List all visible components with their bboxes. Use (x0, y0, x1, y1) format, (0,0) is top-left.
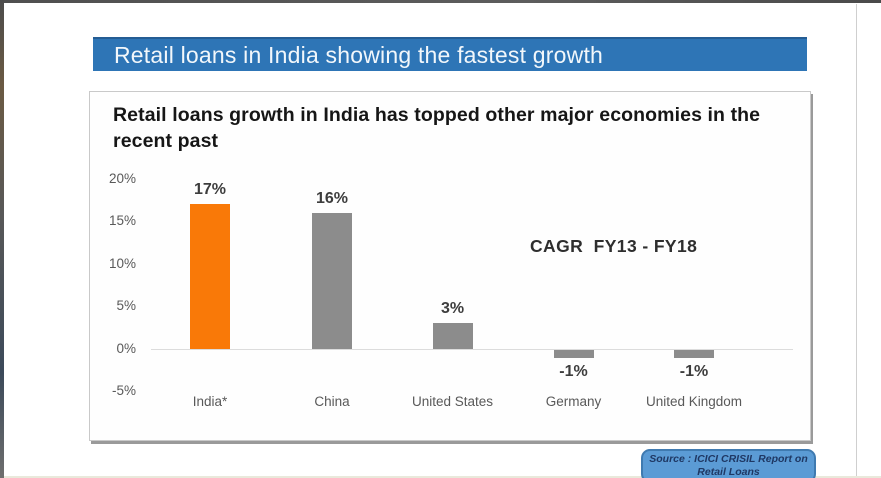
bar-value-label: 16% (315, 189, 349, 207)
x-axis-category-label: India* (192, 394, 228, 409)
frame-edge-bottom (4, 476, 881, 478)
y-axis-tick-label: 10% (108, 255, 136, 271)
bar-value-label: 3% (440, 300, 465, 317)
x-axis-category-label: United States (411, 394, 494, 409)
frame-edge-top (0, 0, 881, 3)
slide-title: Retail loans in India showing the fastes… (114, 41, 604, 68)
bar-india (190, 204, 230, 349)
bar-value-label: 17% (193, 181, 227, 198)
x-axis-category-label: Germany (545, 394, 602, 409)
bar-china (312, 212, 352, 349)
y-axis-tick-label: 5% (116, 298, 136, 313)
x-axis-zero-line (151, 348, 793, 350)
bar-united-states (432, 323, 473, 349)
source-note-line2: Retail Loans (697, 466, 760, 478)
y-axis-tick-label: 20% (108, 170, 136, 186)
bar-germany (553, 349, 594, 358)
y-axis-tick-label: 0% (116, 340, 136, 356)
y-axis-tick-label: 15% (108, 213, 136, 228)
chart-annotation: CAGR FY13 - FY18 (530, 236, 698, 256)
source-note-line1: Source : ICICI CRISIL Report on (649, 453, 808, 465)
y-axis-tick-label: -5% (111, 383, 136, 398)
chart-title: Retail loans growth in India has topped … (113, 104, 761, 152)
chart-card: Retail loans growth in India has topped … (89, 91, 811, 441)
bar-value-label: -1% (559, 363, 588, 380)
source-note: Source : ICICI CRISIL Report on Retail L… (641, 449, 816, 478)
frame-edge-right (856, 4, 857, 478)
x-axis-category-label: United Kingdom (645, 394, 743, 409)
bar-value-label: -1% (679, 363, 709, 380)
bar-united-kingdom (674, 349, 714, 358)
slide-title-banner: Retail loans in India showing the fastes… (93, 37, 807, 71)
frame-edge-left (0, 0, 4, 478)
bar-chart: CAGR FY13 - FY18 20% 15% 10% 5% 0% -5% 17% Indi… (90, 92, 812, 442)
x-axis-category-label: China (314, 394, 350, 409)
